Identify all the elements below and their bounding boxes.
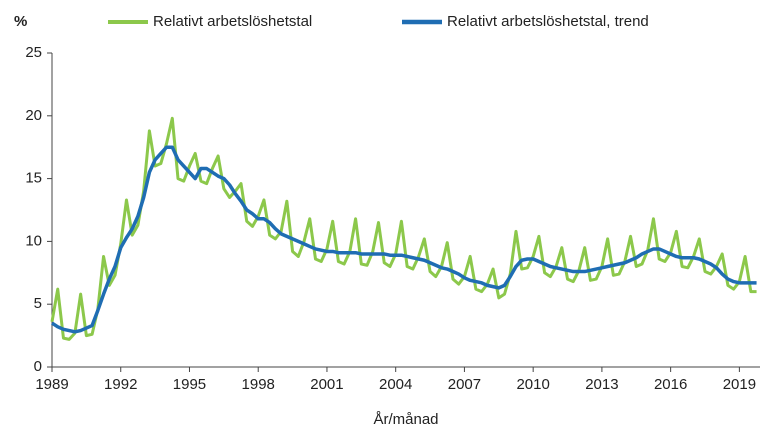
y-tick-label: 20 <box>25 107 42 124</box>
x-tick-label: 2013 <box>585 376 618 393</box>
x-tick-label: 2001 <box>310 376 343 393</box>
x-tick-label: 1998 <box>242 376 275 393</box>
x-tick-label: 1992 <box>104 376 137 393</box>
x-tick-label: 2004 <box>379 376 412 393</box>
legend-label: Relativt arbetslöshetstal <box>153 13 312 30</box>
legend-label: Relativt arbetslöshetstal, trend <box>447 13 649 30</box>
y-tick-label: 0 <box>34 358 42 375</box>
x-tick-label: 1989 <box>35 376 68 393</box>
y-tick-label: 25 <box>25 44 42 61</box>
x-tick-label: 2007 <box>448 376 481 393</box>
y-tick-label: 5 <box>34 295 42 312</box>
x-axis-label: År/månad <box>373 411 438 428</box>
x-tick-label: 2019 <box>723 376 756 393</box>
y-tick-label: 10 <box>25 232 42 249</box>
x-tick-label: 2016 <box>654 376 687 393</box>
series-line <box>51 145 757 334</box>
x-tick-label: 1995 <box>173 376 206 393</box>
y-axis-label: % <box>14 13 27 30</box>
x-tick-label: 2010 <box>516 376 549 393</box>
y-tick-label: 15 <box>25 170 42 187</box>
series-line <box>50 116 757 341</box>
